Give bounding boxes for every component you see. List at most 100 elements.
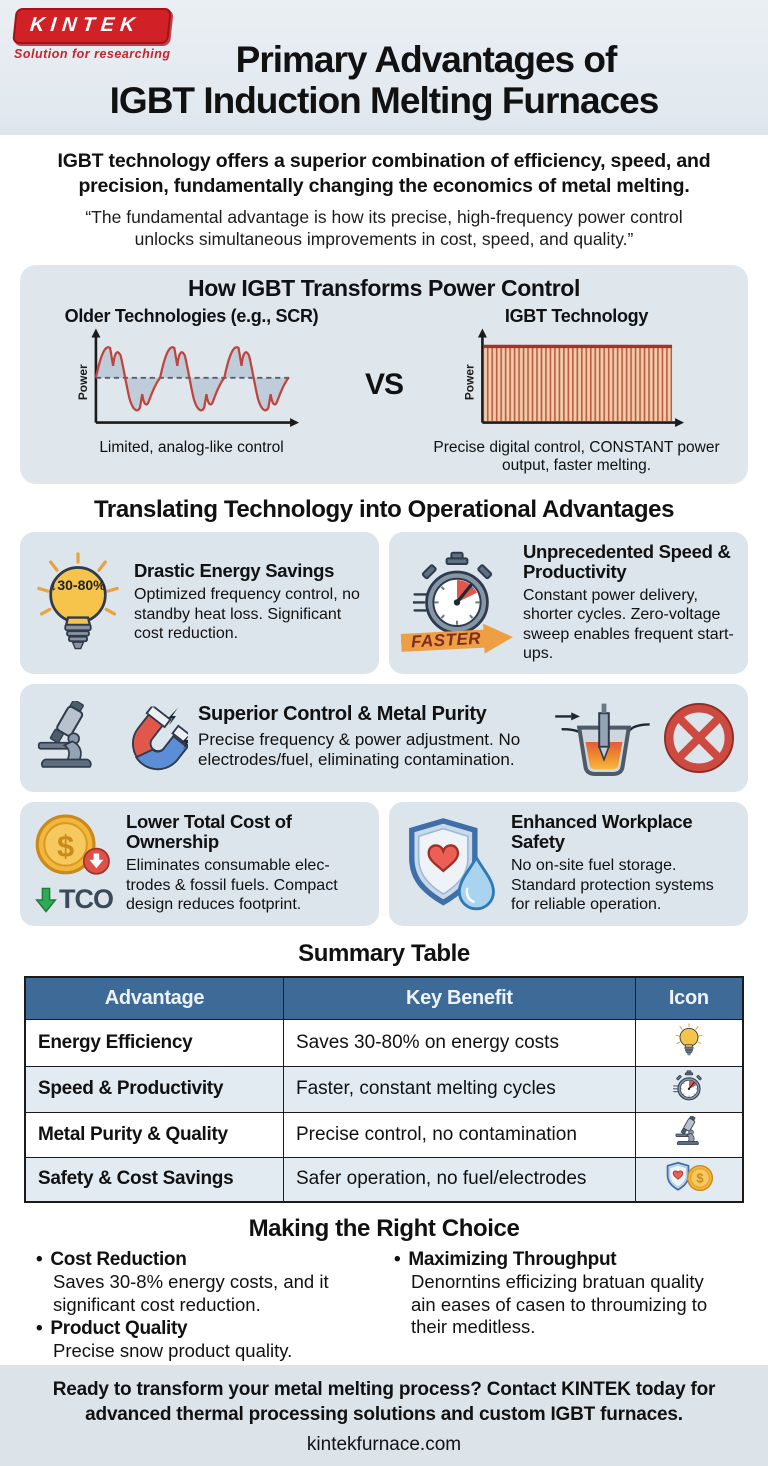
vs-label: VS	[364, 368, 404, 402]
igbt-power-axis-label: Power	[462, 364, 476, 400]
summary-table-title: Summary Table	[298, 939, 470, 967]
choice-right-column: Maximizing Throughput Denorntins efficiz…	[394, 1249, 732, 1366]
lightbulb-icon	[32, 552, 124, 654]
power-panel-title: How IGBT Transforms Power Control	[188, 275, 580, 302]
lightbulb-icon	[634, 1018, 744, 1067]
dollar-sign: $	[696, 1170, 703, 1185]
intro-quote: “The fundamental advantage is how its pr…	[85, 207, 683, 250]
dollar-coin-icon: $	[35, 814, 110, 875]
row-advantage: Energy Efficiency	[24, 1018, 284, 1067]
card-energy-savings: ↓30-80% Drastic Energy Savings Optimized…	[20, 531, 379, 674]
card-control-purity: Superior Control & Metal Purity Precise …	[20, 683, 748, 792]
row-benefit: Safer operation, no fuel/electrodes	[282, 1156, 636, 1203]
stopwatch-icon	[634, 1065, 744, 1113]
row-benefit: Faster, constant melting cycles	[282, 1065, 636, 1113]
scr-wave-chart: Power	[76, 328, 300, 428]
card-text: Eliminates consumable elec-trodes & foss…	[126, 857, 338, 914]
bullet-title: Product Quality	[36, 1318, 374, 1340]
lightbulb-savings-icon: ↓30-80%	[32, 552, 124, 654]
row-advantage: Metal Purity & Quality	[24, 1111, 284, 1158]
card-title: Lower Total Cost of Ownership	[126, 811, 292, 853]
coin-tco-icon: $ TCO	[32, 812, 116, 915]
igbt-chart-heading: IGBT Technology	[504, 306, 649, 327]
savings-badge: ↓30-80%	[50, 576, 106, 593]
summary-table: Advantage Key Benefit Icon Energy Effici…	[24, 975, 744, 1203]
card-workplace-safety: Enhanced Workplace Safety No on-site fue…	[389, 801, 748, 926]
crucible-no-contamination-icon	[551, 694, 736, 782]
table-row: Energy Efficiency Saves 30-80% on energy…	[24, 1018, 744, 1067]
choice-left-column: Cost Reduction Saves 30-8% energy costs,…	[36, 1249, 374, 1366]
shield-coin-icon: $	[634, 1156, 744, 1203]
header-icon: Icon	[634, 976, 744, 1020]
bullet-text: Denorntins efficizing bratuan quality ai…	[411, 1270, 708, 1338]
table-header-row: Advantage Key Benefit Icon	[24, 976, 744, 1020]
card-text: No on-site fuel storage. Standard protec…	[511, 857, 714, 914]
choice-title: Making the Right Choice	[248, 1214, 520, 1242]
page-title-line1: Primary Advantages of	[235, 39, 618, 80]
kintek-logo: KINTEK	[12, 8, 173, 44]
magnet-icon	[110, 699, 188, 777]
table-row: Safety & Cost Savings Safer operation, n…	[24, 1156, 744, 1203]
card-text: Optimized frequency control, no standby …	[134, 586, 360, 643]
row-benefit: Precise control, no contamination	[282, 1111, 636, 1158]
choice-columns: Cost Reduction Saves 30-8% energy costs,…	[0, 1249, 768, 1366]
bullet-title: Cost Reduction	[36, 1249, 374, 1271]
footer-website: kintekfurnace.com	[306, 1433, 462, 1455]
intro-section: IGBT technology offers a superior combin…	[0, 135, 768, 261]
bullet-title: Maximizing Throughput	[394, 1249, 732, 1271]
tco-label: TCO	[59, 884, 114, 915]
crucible-icon	[552, 694, 656, 782]
header-advantage: Advantage	[24, 976, 284, 1020]
bullet-item: Maximizing Throughput Denorntins efficiz…	[394, 1249, 732, 1340]
scr-chart-column: Older Technologies (e.g., SCR) Power Lim…	[28, 306, 355, 457]
card-title: Drastic Energy Savings	[134, 560, 335, 582]
igbt-constant-chart: Power	[462, 328, 685, 428]
brand-logo: KINTEK Solution for researching	[12, 8, 173, 61]
advantage-cards: ↓30-80% Drastic Energy Savings Optimized…	[0, 531, 768, 926]
bullet-item: Cost Reduction Saves 30-8% energy costs,…	[36, 1249, 374, 1317]
footer: Ready to transform your metal melting pr…	[0, 1365, 768, 1466]
table-row: Metal Purity & Quality Precise control, …	[24, 1111, 744, 1158]
power-charts: Older Technologies (e.g., SCR) Power Lim…	[28, 306, 740, 476]
safety-shield-icon	[401, 812, 495, 910]
table-row: Speed & Productivity Faster, constant me…	[24, 1065, 744, 1113]
shield-droplet-icon	[401, 812, 501, 916]
row-advantage: Speed & Productivity	[24, 1065, 284, 1113]
green-down-arrow-icon	[35, 887, 57, 913]
page-title-line2: IGBT Induction Melting Furnaces	[109, 79, 660, 121]
brand-tagline: Solution for researching	[14, 47, 171, 61]
page-title: Primary Advantages of IGBT Induction Mel…	[10, 10, 758, 121]
card-title: Enhanced Workplace Safety	[511, 811, 693, 853]
stopwatch-faster-icon: FASTER	[401, 551, 513, 655]
constant-power-block	[483, 346, 673, 422]
intro-lead: IGBT technology offers a superior combin…	[57, 150, 711, 198]
bullet-text: Precise snow product quality.	[53, 1340, 293, 1362]
microscope-icon	[634, 1111, 744, 1158]
row-advantage: Safety & Cost Savings	[24, 1156, 284, 1203]
no-contamination-icon	[662, 701, 736, 775]
igbt-chart-column: IGBT Technology Power Precise digital co…	[413, 306, 740, 476]
bullet-text: Saves 30-8% energy costs, and it signifi…	[53, 1270, 329, 1315]
card-title: Superior Control & Metal Purity	[198, 703, 487, 726]
card-title: Unprecedented Speed & Productivity	[523, 540, 731, 582]
footer-cta: Ready to transform your metal melting pr…	[52, 1379, 716, 1426]
row-benefit: Saves 30-80% on energy costs	[282, 1018, 636, 1067]
card-text: Constant power delivery, shorter cycles.…	[523, 586, 734, 663]
card-text: Precise frequency & power adjustment. No…	[198, 729, 521, 770]
advantages-title: Translating Technology into Operational …	[93, 495, 675, 523]
bullet-item: Product Quality Precise snow product qua…	[36, 1318, 374, 1363]
card-speed-productivity: FASTER Unprecedented Speed & Productivit…	[389, 531, 748, 674]
analog-wave-line	[94, 346, 290, 412]
igbt-chart-caption: Precise digital control, CONSTANT power …	[433, 439, 720, 475]
power-control-panel: How IGBT Transforms Power Control Older …	[20, 265, 748, 484]
microscope-icon	[32, 701, 106, 775]
header-key-benefit: Key Benefit	[282, 976, 636, 1020]
scr-chart-caption: Limited, analog-like control	[99, 439, 284, 457]
tco-label-row: TCO	[35, 884, 114, 915]
page-header: KINTEK Solution for researching Primary …	[0, 0, 768, 136]
microscope-magnet-icon	[32, 699, 188, 777]
scr-power-axis-label: Power	[76, 364, 90, 400]
scr-chart-heading: Older Technologies (e.g., SCR)	[64, 306, 319, 327]
card-lower-tco: $ TCO Lower Total Cost of Ownership Elim…	[20, 801, 379, 926]
dollar-sign: $	[57, 828, 74, 863]
